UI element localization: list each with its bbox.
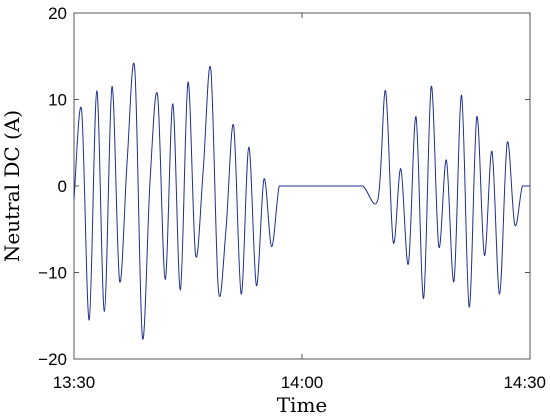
y-tick-label-1: 10 bbox=[48, 91, 67, 110]
y-tick-label-4: −20 bbox=[38, 350, 67, 369]
y-tick-label-3: −10 bbox=[38, 264, 67, 283]
x-tick-label-0: 13:30 bbox=[53, 373, 96, 392]
tick-labels: 20 10 0 −10 −20 13:30 14:00 14:30 bbox=[38, 4, 546, 392]
y-axis-label: Neutral DC (A) bbox=[0, 110, 24, 262]
x-axis-label: Time bbox=[277, 393, 328, 417]
x-tick-label-1: 14:00 bbox=[281, 373, 324, 392]
series-line-neutral-dc bbox=[73, 62, 530, 340]
x-tick-label-2: 14:30 bbox=[503, 373, 546, 392]
y-tick-label-0: 20 bbox=[48, 4, 67, 23]
y-tick-label-2: 0 bbox=[58, 177, 67, 196]
